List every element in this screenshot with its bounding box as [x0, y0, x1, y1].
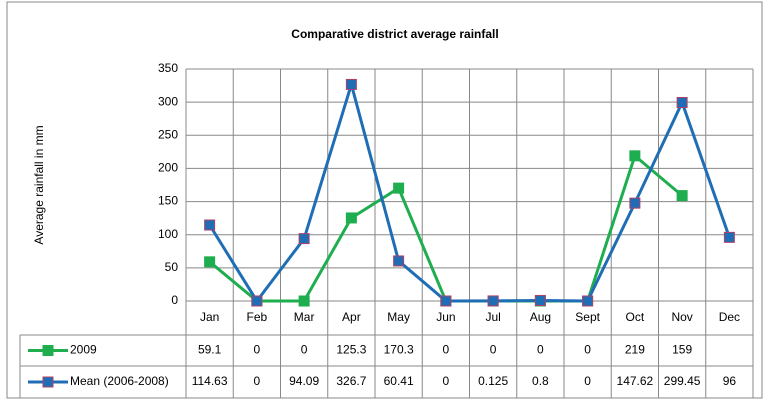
marker	[204, 256, 216, 268]
table-cell: 0	[254, 343, 261, 357]
table-cell: 0	[490, 343, 497, 357]
table-cell: 96	[723, 374, 737, 388]
marker	[629, 197, 641, 209]
table-cell: 0.125	[478, 374, 508, 388]
chart-title: Comparative district average rainfall	[291, 27, 498, 41]
x-tick-label: Oct	[626, 310, 645, 324]
marker	[298, 295, 310, 307]
marker	[345, 212, 357, 224]
y-tick-label: 100	[158, 227, 178, 241]
y-tick-label: 350	[158, 61, 178, 75]
table-cell: 159	[672, 343, 692, 357]
marker	[723, 231, 735, 243]
table-cell: 299.45	[664, 374, 701, 388]
marker	[345, 78, 357, 90]
y-tick-label: 250	[158, 127, 178, 141]
table-cell: 170.3	[384, 343, 414, 357]
x-tick-label: Dec	[719, 310, 740, 324]
marker	[298, 233, 310, 245]
x-tick-label: Sept	[575, 310, 600, 324]
table-cell: 0	[443, 343, 450, 357]
x-tick-label: Nov	[671, 310, 692, 324]
marker	[204, 219, 216, 231]
marker	[676, 190, 688, 202]
y-tick-label: 150	[158, 194, 178, 208]
table-cell: 0	[537, 343, 544, 357]
marker	[393, 255, 405, 267]
table-cell: 219	[625, 343, 645, 357]
marker	[251, 295, 263, 307]
table-cell: 59.1	[198, 343, 222, 357]
x-tick-label: Jan	[200, 310, 219, 324]
table-cell: 326.7	[336, 374, 366, 388]
y-tick-label: 300	[158, 94, 178, 108]
table-cell: 114.63	[192, 374, 228, 388]
y-tick-label: 50	[165, 260, 179, 274]
table-cell: 125.3	[336, 343, 366, 357]
x-tick-label: Mar	[294, 310, 315, 324]
table-cell: 0	[584, 343, 591, 357]
marker	[582, 295, 594, 307]
marker	[440, 295, 452, 307]
marker	[487, 295, 499, 307]
table-cell: 94.09	[289, 374, 319, 388]
y-axis-label: Average rainfall in mm	[32, 125, 46, 244]
marker	[534, 294, 546, 306]
legend-label: 2009	[70, 343, 97, 357]
y-tick-label: 0	[171, 293, 178, 307]
table-cell: 0	[584, 374, 591, 388]
x-tick-label: Feb	[247, 310, 268, 324]
y-tick-label: 200	[158, 161, 178, 175]
x-tick-label: Aug	[530, 310, 551, 324]
marker	[676, 97, 688, 109]
x-tick-label: Apr	[342, 310, 361, 324]
table-cell: 0	[443, 374, 450, 388]
table-cell: 0.8	[532, 374, 549, 388]
table-cell: 147.62	[617, 374, 654, 388]
x-tick-label: Jun	[436, 310, 455, 324]
legend-label: Mean (2006-2008)	[70, 374, 169, 388]
table-cell: 0	[301, 343, 308, 357]
table-cell: 60.41	[384, 374, 414, 388]
x-tick-label: May	[387, 310, 410, 324]
marker	[629, 150, 641, 162]
x-tick-label: Jul	[485, 310, 500, 324]
marker	[393, 182, 405, 194]
legend-marker	[42, 345, 54, 356]
series-line	[208, 79, 731, 304]
table-cell: 0	[254, 374, 261, 388]
chart-border	[6, 1, 763, 399]
legend-marker	[42, 376, 54, 388]
